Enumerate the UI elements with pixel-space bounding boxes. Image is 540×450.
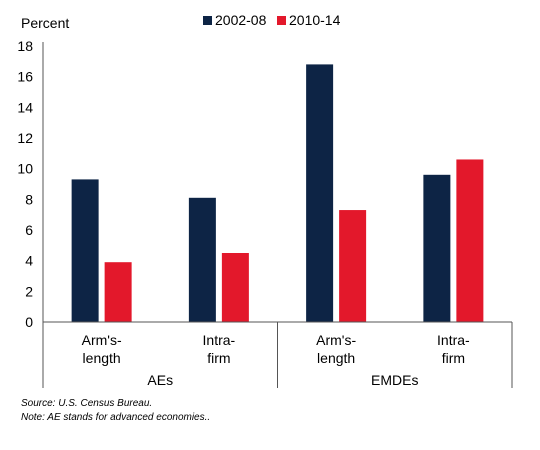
bar-2002-08	[188, 197, 216, 322]
x-tick-label: Intra-	[203, 332, 236, 348]
y-tick-label: 10	[17, 161, 33, 177]
bar-chart: Percent 2002-08 2010-14 0 2 4 6 8 10 12 14 16 18 A…	[17, 12, 513, 388]
legend-swatch	[277, 16, 286, 25]
legend-label: 2010-14	[289, 12, 341, 28]
x-tick-label: Intra-	[437, 332, 470, 348]
x-tick-label: firm	[207, 350, 230, 366]
footnote: Note: AE stands for advanced economies..	[21, 412, 211, 423]
x-tick-label: firm	[442, 350, 465, 366]
bar-2002-08	[71, 179, 99, 322]
y-tick-label: 2	[25, 283, 33, 299]
y-tick-label: 16	[17, 69, 33, 85]
bar-2010-14	[221, 253, 249, 322]
bar-2002-08	[306, 64, 334, 323]
x-tick-label: length	[317, 350, 355, 366]
y-tick-label: 4	[25, 253, 33, 269]
x-tick-label: Arm's-	[82, 332, 122, 348]
bar-2010-14	[456, 159, 484, 322]
chart-notes: Source: U.S. Census Bureau. Note: AE sta…	[21, 397, 210, 425]
source-note: Source: U.S. Census Bureau.	[21, 398, 153, 409]
y-tick-label: 12	[17, 130, 33, 146]
x-tick-label: length	[83, 350, 121, 366]
group-label: AEs	[147, 372, 173, 388]
bar-2002-08	[423, 174, 451, 322]
legend-swatch	[203, 16, 212, 25]
y-axis-label: Percent	[21, 15, 69, 31]
group-label: EMDEs	[371, 372, 418, 388]
y-tick-label: 18	[17, 38, 33, 54]
bars	[71, 64, 484, 323]
bar-2010-14	[104, 262, 132, 322]
legend: 2002-08 2010-14	[203, 12, 341, 28]
legend-label: 2002-08	[215, 12, 267, 28]
y-axis-ticks: 0 2 4 6 8 10 12 14 16 18	[17, 38, 33, 330]
x-tick-label: Arm's-	[316, 332, 356, 348]
bar-2010-14	[339, 210, 367, 322]
y-tick-label: 6	[25, 222, 33, 238]
y-tick-label: 0	[25, 314, 33, 330]
y-tick-label: 14	[17, 99, 33, 115]
axes	[42, 42, 513, 388]
x-axis-labels: Arm's-length Intra-firm Arm's-length Intra-…	[82, 332, 470, 388]
y-tick-label: 8	[25, 191, 33, 207]
